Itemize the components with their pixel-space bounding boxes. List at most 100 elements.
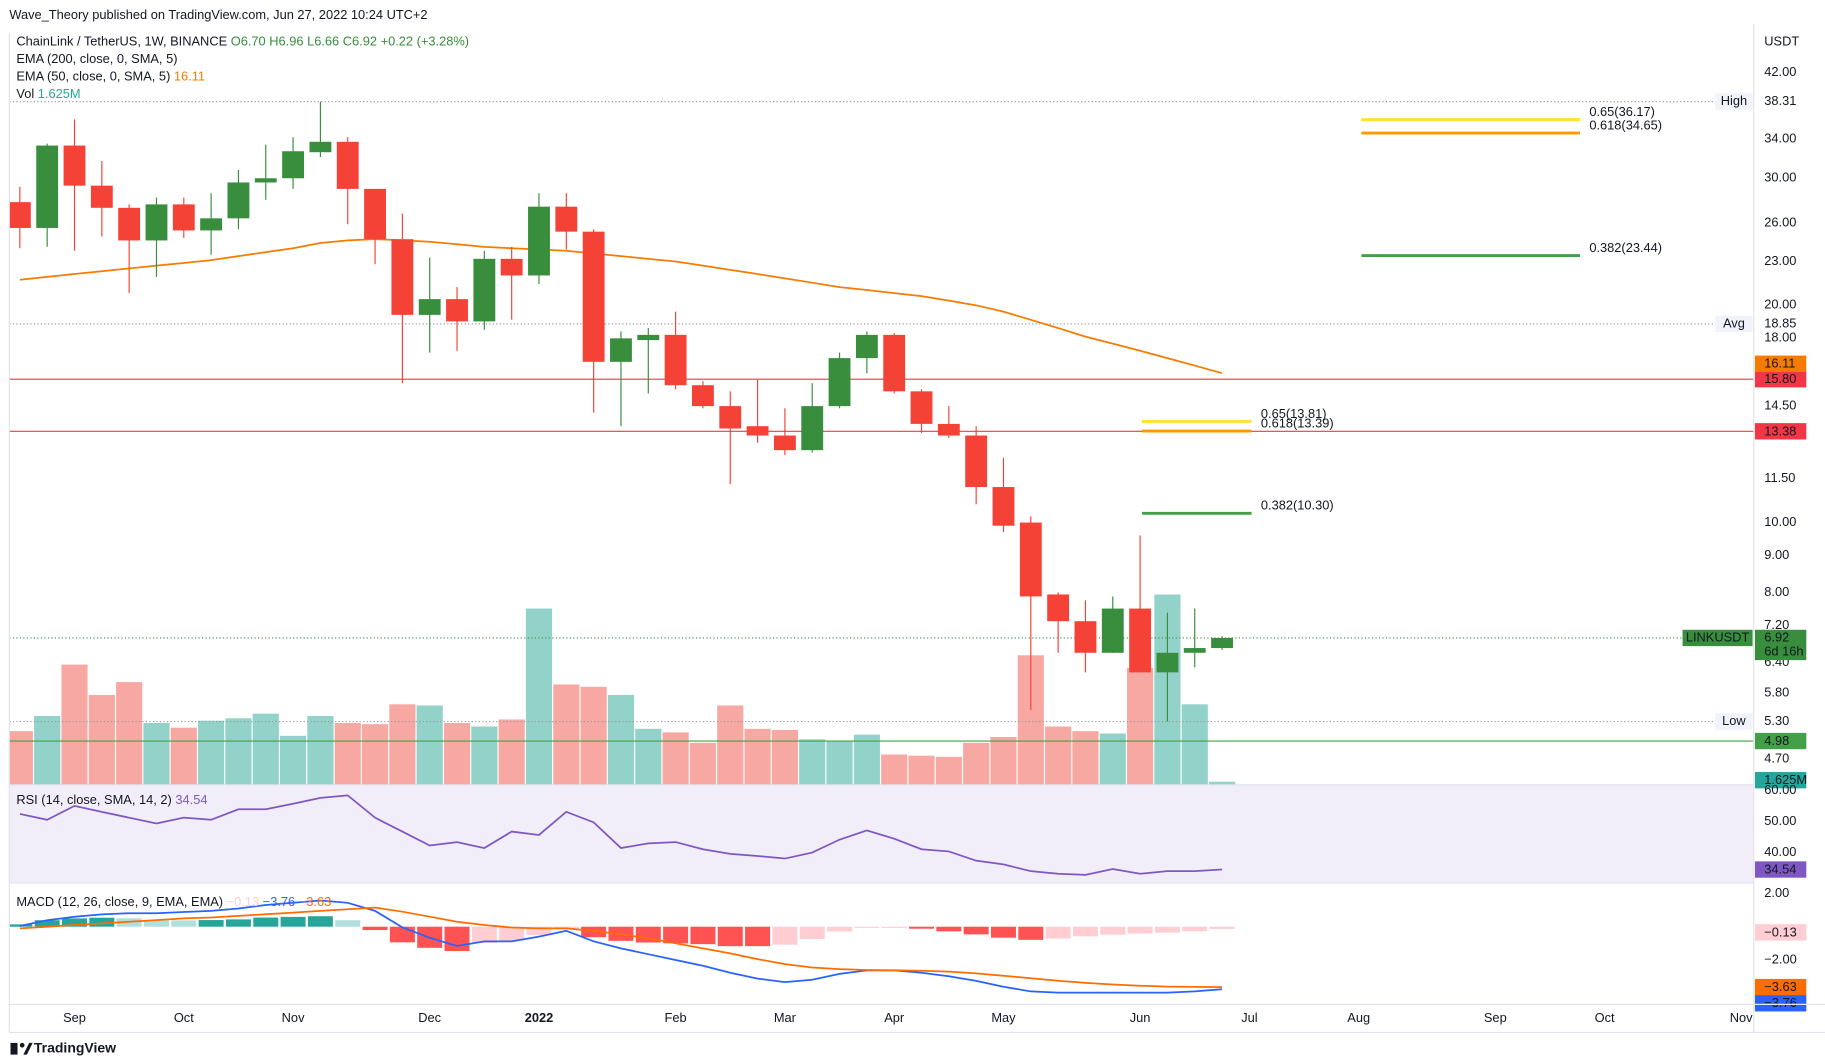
volume-bar <box>389 704 416 785</box>
x-tick-label: Oct <box>174 1010 194 1025</box>
macd-histogram-bar <box>499 926 525 941</box>
candle-body <box>610 338 632 362</box>
ema50-line <box>19 238 1223 375</box>
candle-body <box>637 334 660 341</box>
y-tick-label: 10.00 <box>1764 514 1796 529</box>
candle-body <box>336 141 359 189</box>
macd-histogram-bar <box>936 926 962 932</box>
macd-pane <box>9 899 1235 994</box>
value: 16.11 <box>174 69 205 84</box>
rsi-tick-label: 40.00 <box>1764 844 1796 859</box>
y-tick-label: 42.00 <box>1764 64 1796 79</box>
rsi-value: 34.54 <box>1764 862 1796 877</box>
macd-histogram-bar <box>1209 926 1235 929</box>
candle-body <box>1019 522 1042 597</box>
volume-bar <box>334 722 361 785</box>
fib-label: 0.65(13.81) <box>1261 406 1327 421</box>
line-value: 15.80 <box>1764 371 1796 386</box>
level-tag <box>1715 315 1753 333</box>
volume-bar <box>88 694 115 785</box>
published-note: Wave_Theory published on TradingView.com… <box>9 7 427 22</box>
rsi-tick-label: 60.00 <box>1764 782 1796 797</box>
rsi-value-box <box>1754 861 1807 878</box>
macd-tick-label: −2.00 <box>1764 951 1796 966</box>
price-pane: 0.65(36.17)0.618(34.65) 0.382(23.44) 0.65(… <box>9 101 1754 785</box>
y-tick-label: 26.00 <box>1764 214 1796 229</box>
candle-body <box>883 334 906 392</box>
candle-body <box>801 406 824 451</box>
y-tick-label: 34.00 <box>1764 130 1796 145</box>
ema50-value-box <box>1754 355 1807 372</box>
currency: USDT <box>1764 34 1799 49</box>
x-tick-label: Sep <box>63 1010 86 1025</box>
rsi-tick-label: 50.00 <box>1764 813 1796 828</box>
macd-histogram-bar <box>253 917 279 927</box>
macd-histogram-bar <box>663 926 689 944</box>
y-tick-label: 30.00 <box>1764 170 1796 185</box>
macd-histogram-bar <box>171 920 197 927</box>
volume-bar <box>34 715 61 785</box>
last-price-box <box>1754 629 1807 661</box>
candle-body <box>773 435 796 451</box>
candle-body <box>1211 637 1233 649</box>
volume-bar <box>170 727 197 785</box>
y-tick-label: 8.00 <box>1764 584 1789 599</box>
rsi-line <box>19 794 1223 876</box>
macd-histogram-bar <box>909 926 935 929</box>
line-value-box <box>1754 732 1807 750</box>
signal-value-box <box>1754 978 1807 996</box>
macd-histogram-bar <box>827 926 853 932</box>
volume-bar <box>853 734 880 785</box>
y-tick-label: 4.70 <box>1764 751 1789 766</box>
y-tick-label: 7.20 <box>1764 617 1789 632</box>
macd-histogram-bar <box>799 926 825 940</box>
name: Vol <box>16 86 34 101</box>
volume-bar <box>935 756 962 785</box>
volume-bar <box>963 742 990 785</box>
volume-bar <box>881 754 908 785</box>
y-tick-label: 20.00 <box>1764 297 1796 312</box>
candle-body <box>1183 648 1206 653</box>
last-price: 6.92 <box>1764 629 1789 644</box>
x-tick-label: Nov <box>282 1010 305 1025</box>
macd-histogram-bar <box>62 918 88 927</box>
x-tick-label: Sep <box>1484 1010 1507 1025</box>
candle-body <box>1129 608 1152 673</box>
candle-body <box>282 151 305 179</box>
candle-body <box>391 239 414 315</box>
name: EMA (50, close, 0, SMA, 5) <box>16 69 170 84</box>
candle-body <box>118 207 141 241</box>
volume-bar <box>471 726 498 785</box>
y-tick-label: 23.00 <box>1764 253 1796 268</box>
macd-histogram-bar <box>690 926 716 945</box>
candle-body <box>9 202 31 228</box>
macd-histogram-bar <box>1045 926 1071 939</box>
volume-bar <box>525 608 553 785</box>
level-label: High <box>1721 93 1747 108</box>
y-tick-label: 9.00 <box>1764 547 1789 562</box>
volume-bar <box>580 686 607 785</box>
level-tag <box>1715 713 1753 730</box>
volume-bar <box>799 739 826 785</box>
legend-macd: MACD (12, 26, close, 9, EMA, EMA) −0.13 … <box>16 894 331 909</box>
candle-body <box>719 406 742 429</box>
macd-histogram-bar <box>772 926 798 945</box>
value: −0.13 <box>227 894 259 909</box>
y-tick-label: 18.00 <box>1764 330 1796 345</box>
line-value: 4.98 <box>1764 733 1789 748</box>
candle-body <box>473 258 496 322</box>
volume-bar <box>9 731 33 785</box>
candle-body <box>500 258 523 276</box>
x-tick-label: Nov <box>1730 1010 1753 1025</box>
signal-value: −3.63 <box>1764 979 1796 994</box>
macd-histogram-bar <box>963 926 989 935</box>
value: 34.54 <box>175 793 207 808</box>
volume-bar <box>252 713 279 785</box>
candle-body <box>992 487 1015 526</box>
candle-body <box>528 206 550 276</box>
macd-histogram-bar <box>280 916 306 927</box>
macd-histogram-bar <box>635 926 661 943</box>
macd-histogram-value-box <box>1754 924 1807 941</box>
candle-body <box>364 188 386 240</box>
symbol-label: LINKUSDT <box>1686 629 1750 644</box>
